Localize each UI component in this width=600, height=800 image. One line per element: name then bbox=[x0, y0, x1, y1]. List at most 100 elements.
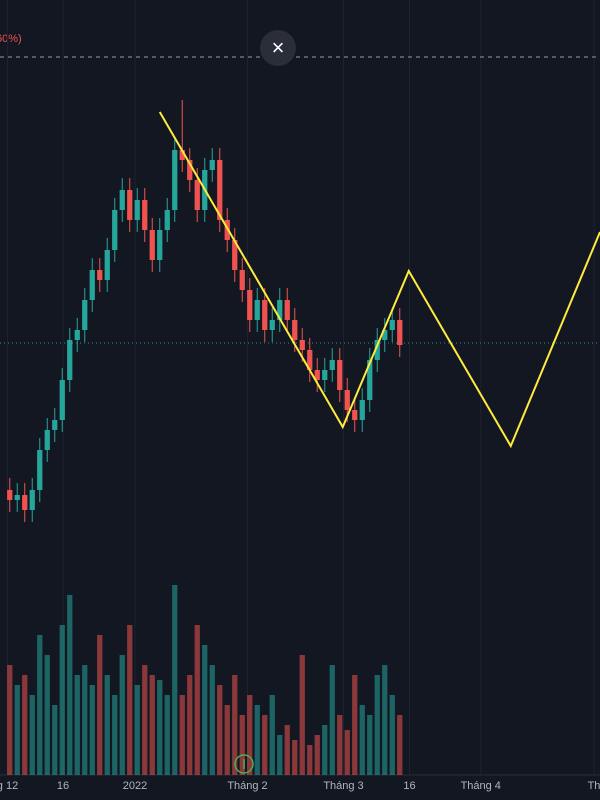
volume-bar bbox=[337, 715, 343, 775]
volume-bar bbox=[329, 665, 335, 775]
volume-bar bbox=[172, 585, 178, 775]
volume-bar bbox=[74, 675, 80, 775]
candle-body bbox=[337, 360, 343, 390]
volume-bar bbox=[179, 695, 185, 775]
candle-body bbox=[44, 430, 50, 450]
candle-body bbox=[389, 320, 395, 330]
candle-body bbox=[89, 270, 95, 300]
candle-body bbox=[14, 495, 20, 500]
volume-bar bbox=[217, 685, 223, 775]
x-tick-label: 2022 bbox=[123, 780, 147, 792]
volume-bar bbox=[232, 675, 238, 775]
x-tick-label: Th bbox=[588, 780, 600, 792]
candle-body bbox=[142, 200, 148, 230]
volume-bar bbox=[52, 705, 58, 775]
volume-bar bbox=[89, 685, 95, 775]
volume-bar bbox=[59, 625, 65, 775]
candle-body bbox=[119, 190, 125, 210]
volume-bar bbox=[187, 675, 193, 775]
candle-body bbox=[164, 210, 170, 230]
x-tick-label: Tháng 3 bbox=[323, 780, 363, 792]
volume-bar bbox=[284, 725, 290, 775]
candle-body bbox=[277, 300, 283, 320]
candle-body bbox=[187, 160, 193, 180]
candle-body bbox=[82, 300, 88, 330]
candle-body bbox=[194, 180, 200, 210]
close-button[interactable]: × bbox=[260, 30, 296, 66]
candle-body bbox=[37, 450, 43, 490]
volume-bar bbox=[352, 675, 358, 775]
candle-body bbox=[262, 300, 268, 330]
candle-body bbox=[67, 340, 73, 380]
candle-body bbox=[314, 370, 320, 380]
candle-body bbox=[97, 270, 103, 280]
volume-bar bbox=[322, 725, 328, 775]
volume-bar bbox=[14, 685, 20, 775]
candle-body bbox=[397, 320, 403, 345]
candle-body bbox=[329, 360, 335, 370]
candle-body bbox=[29, 490, 35, 510]
volume-bar bbox=[119, 655, 125, 775]
candle-body bbox=[59, 380, 65, 420]
candle-body bbox=[374, 340, 380, 360]
candle-body bbox=[254, 300, 260, 320]
volume-bar bbox=[389, 695, 395, 775]
volume-bar bbox=[37, 635, 43, 775]
candle-body bbox=[344, 390, 350, 410]
volume-bar bbox=[97, 635, 103, 775]
x-tick-label: Tháng 2 bbox=[227, 780, 267, 792]
volume-bar bbox=[359, 705, 365, 775]
candle-body bbox=[172, 150, 178, 210]
x-tick-label: Tháng 4 bbox=[461, 780, 501, 792]
volume-bar bbox=[202, 645, 208, 775]
volume-bar bbox=[374, 675, 380, 775]
volume-bar bbox=[112, 695, 118, 775]
candle-body bbox=[127, 190, 133, 220]
volume-bar bbox=[194, 625, 200, 775]
candle-body bbox=[232, 240, 238, 270]
volume-bar bbox=[247, 695, 253, 775]
zigzag-line bbox=[158, 111, 600, 449]
volume-bar bbox=[262, 715, 268, 775]
volume-bar bbox=[67, 595, 73, 775]
candle-body bbox=[299, 340, 305, 350]
volume-bar bbox=[164, 695, 170, 775]
x-tick-label: 16 bbox=[403, 780, 415, 792]
x-tick-label: 16 bbox=[57, 780, 69, 792]
candle-body bbox=[367, 360, 373, 400]
volume-bar bbox=[314, 735, 320, 775]
volume-bar bbox=[382, 665, 388, 775]
event-icon bbox=[234, 754, 254, 774]
volume-bar bbox=[29, 695, 35, 775]
price-label: 60%) bbox=[0, 33, 22, 45]
volume-bar bbox=[157, 680, 163, 775]
volume-bar bbox=[269, 695, 275, 775]
volume-bar bbox=[344, 730, 350, 775]
candle-body bbox=[22, 495, 28, 510]
volume-bar bbox=[239, 715, 245, 775]
candle-body bbox=[74, 330, 80, 340]
candle-body bbox=[52, 420, 58, 430]
volume-bar bbox=[292, 740, 298, 775]
candle-body bbox=[157, 230, 163, 260]
volume-bar bbox=[22, 675, 28, 775]
volume-bar bbox=[142, 665, 148, 775]
candle-body bbox=[284, 300, 290, 320]
candle-body bbox=[352, 410, 358, 420]
candle-body bbox=[104, 250, 110, 280]
candle-body bbox=[134, 200, 140, 220]
volume-bar bbox=[277, 735, 283, 775]
volume-bar bbox=[307, 745, 313, 775]
volume-bar bbox=[209, 665, 215, 775]
volume-bar bbox=[254, 705, 260, 775]
candle-body bbox=[112, 210, 118, 250]
candle-body bbox=[322, 370, 328, 380]
candle-body bbox=[247, 290, 253, 320]
volume-bar bbox=[127, 625, 133, 775]
volume-bar bbox=[367, 715, 373, 775]
volume-bar bbox=[104, 675, 110, 775]
candle-body bbox=[382, 330, 388, 340]
candle-body bbox=[7, 490, 13, 500]
